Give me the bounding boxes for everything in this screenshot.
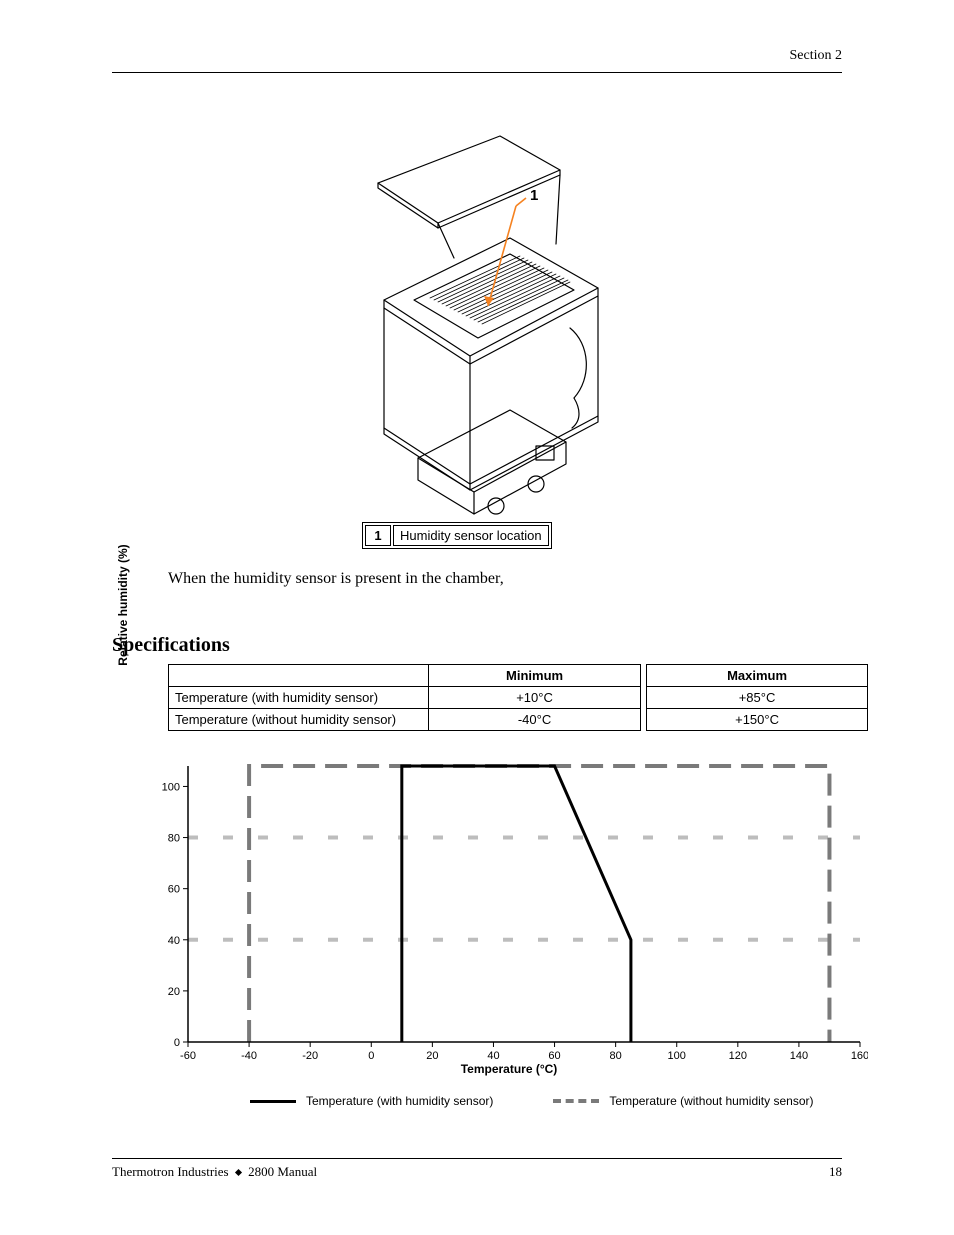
svg-text:140: 140	[790, 1050, 808, 1062]
legend-swatch-icon	[250, 1100, 296, 1103]
table-row: Temperature (with humidity sensor) +10°C…	[169, 687, 868, 709]
legend-item-with: Temperature (with humidity sensor)	[250, 1094, 493, 1108]
legend-swatch-icon	[553, 1099, 599, 1103]
cell: +10°C	[429, 687, 641, 709]
specifications-table: Minimum Maximum Temperature (with humidi…	[168, 664, 868, 731]
figure-caption: 1 Humidity sensor location	[362, 522, 552, 549]
svg-text:-40: -40	[241, 1050, 257, 1062]
page-number: 18	[829, 1164, 842, 1180]
header-section: Section 2	[790, 48, 843, 64]
cell: +150°C	[647, 709, 868, 731]
svg-text:80: 80	[610, 1050, 622, 1062]
svg-text:60: 60	[168, 884, 180, 896]
svg-text:120: 120	[729, 1050, 747, 1062]
svg-text:-20: -20	[302, 1050, 318, 1062]
cell: Temperature (with humidity sensor)	[169, 687, 429, 709]
col-header-max: Maximum	[647, 665, 868, 687]
callout-number-glyph: 1	[530, 187, 538, 204]
svg-text:-60: -60	[180, 1050, 196, 1062]
footer-company: Thermotron Industries	[112, 1164, 229, 1179]
svg-text:0: 0	[368, 1050, 374, 1062]
diamond-icon	[235, 1168, 242, 1175]
table-row: Minimum Maximum	[169, 665, 868, 687]
svg-text:20: 20	[426, 1050, 438, 1062]
svg-text:40: 40	[168, 935, 180, 947]
svg-text:0: 0	[174, 1037, 180, 1049]
svg-text:100: 100	[162, 781, 180, 793]
caption-text: Humidity sensor location	[393, 525, 549, 546]
footer-manual: 2800 Manual	[248, 1164, 317, 1179]
header-rule	[112, 72, 842, 73]
footer: Thermotron Industries 2800 Manual 18	[112, 1164, 842, 1180]
humidity-chart: -60 -40 -20 0 20 40 60 80 100 120 140 160 0 20 40 60 80 1…	[150, 760, 868, 1070]
cell: +85°C	[647, 687, 868, 709]
col-header-blank	[169, 665, 429, 687]
svg-text:60: 60	[548, 1050, 560, 1062]
cell: Temperature (without humidity sensor)	[169, 709, 429, 731]
legend-label: Temperature (without humidity sensor)	[609, 1094, 813, 1108]
svg-text:40: 40	[487, 1050, 499, 1062]
page: Section 2	[0, 0, 954, 1235]
legend-item-without: Temperature (without humidity sensor)	[553, 1094, 813, 1108]
svg-text:100: 100	[668, 1050, 686, 1062]
y-axis-title: Relative humidity (%)	[116, 450, 130, 760]
footer-rule	[112, 1158, 842, 1159]
svg-text:80: 80	[168, 833, 180, 845]
chart-legend: Temperature (with humidity sensor) Tempe…	[250, 1094, 814, 1108]
figure-humidity-sensor: 1	[360, 128, 620, 516]
body-paragraph: When the humidity sensor is present in t…	[168, 570, 504, 588]
table-row: Temperature (without humidity sensor) -4…	[169, 709, 868, 731]
caption-number: 1	[365, 525, 391, 546]
chamber-drawing: 1	[360, 128, 620, 516]
x-axis-title: Temperature (°C)	[150, 1062, 868, 1076]
col-header-min: Minimum	[429, 665, 641, 687]
legend-label: Temperature (with humidity sensor)	[306, 1094, 493, 1108]
svg-text:160: 160	[851, 1050, 868, 1062]
cell: -40°C	[429, 709, 641, 731]
svg-text:20: 20	[168, 986, 180, 998]
